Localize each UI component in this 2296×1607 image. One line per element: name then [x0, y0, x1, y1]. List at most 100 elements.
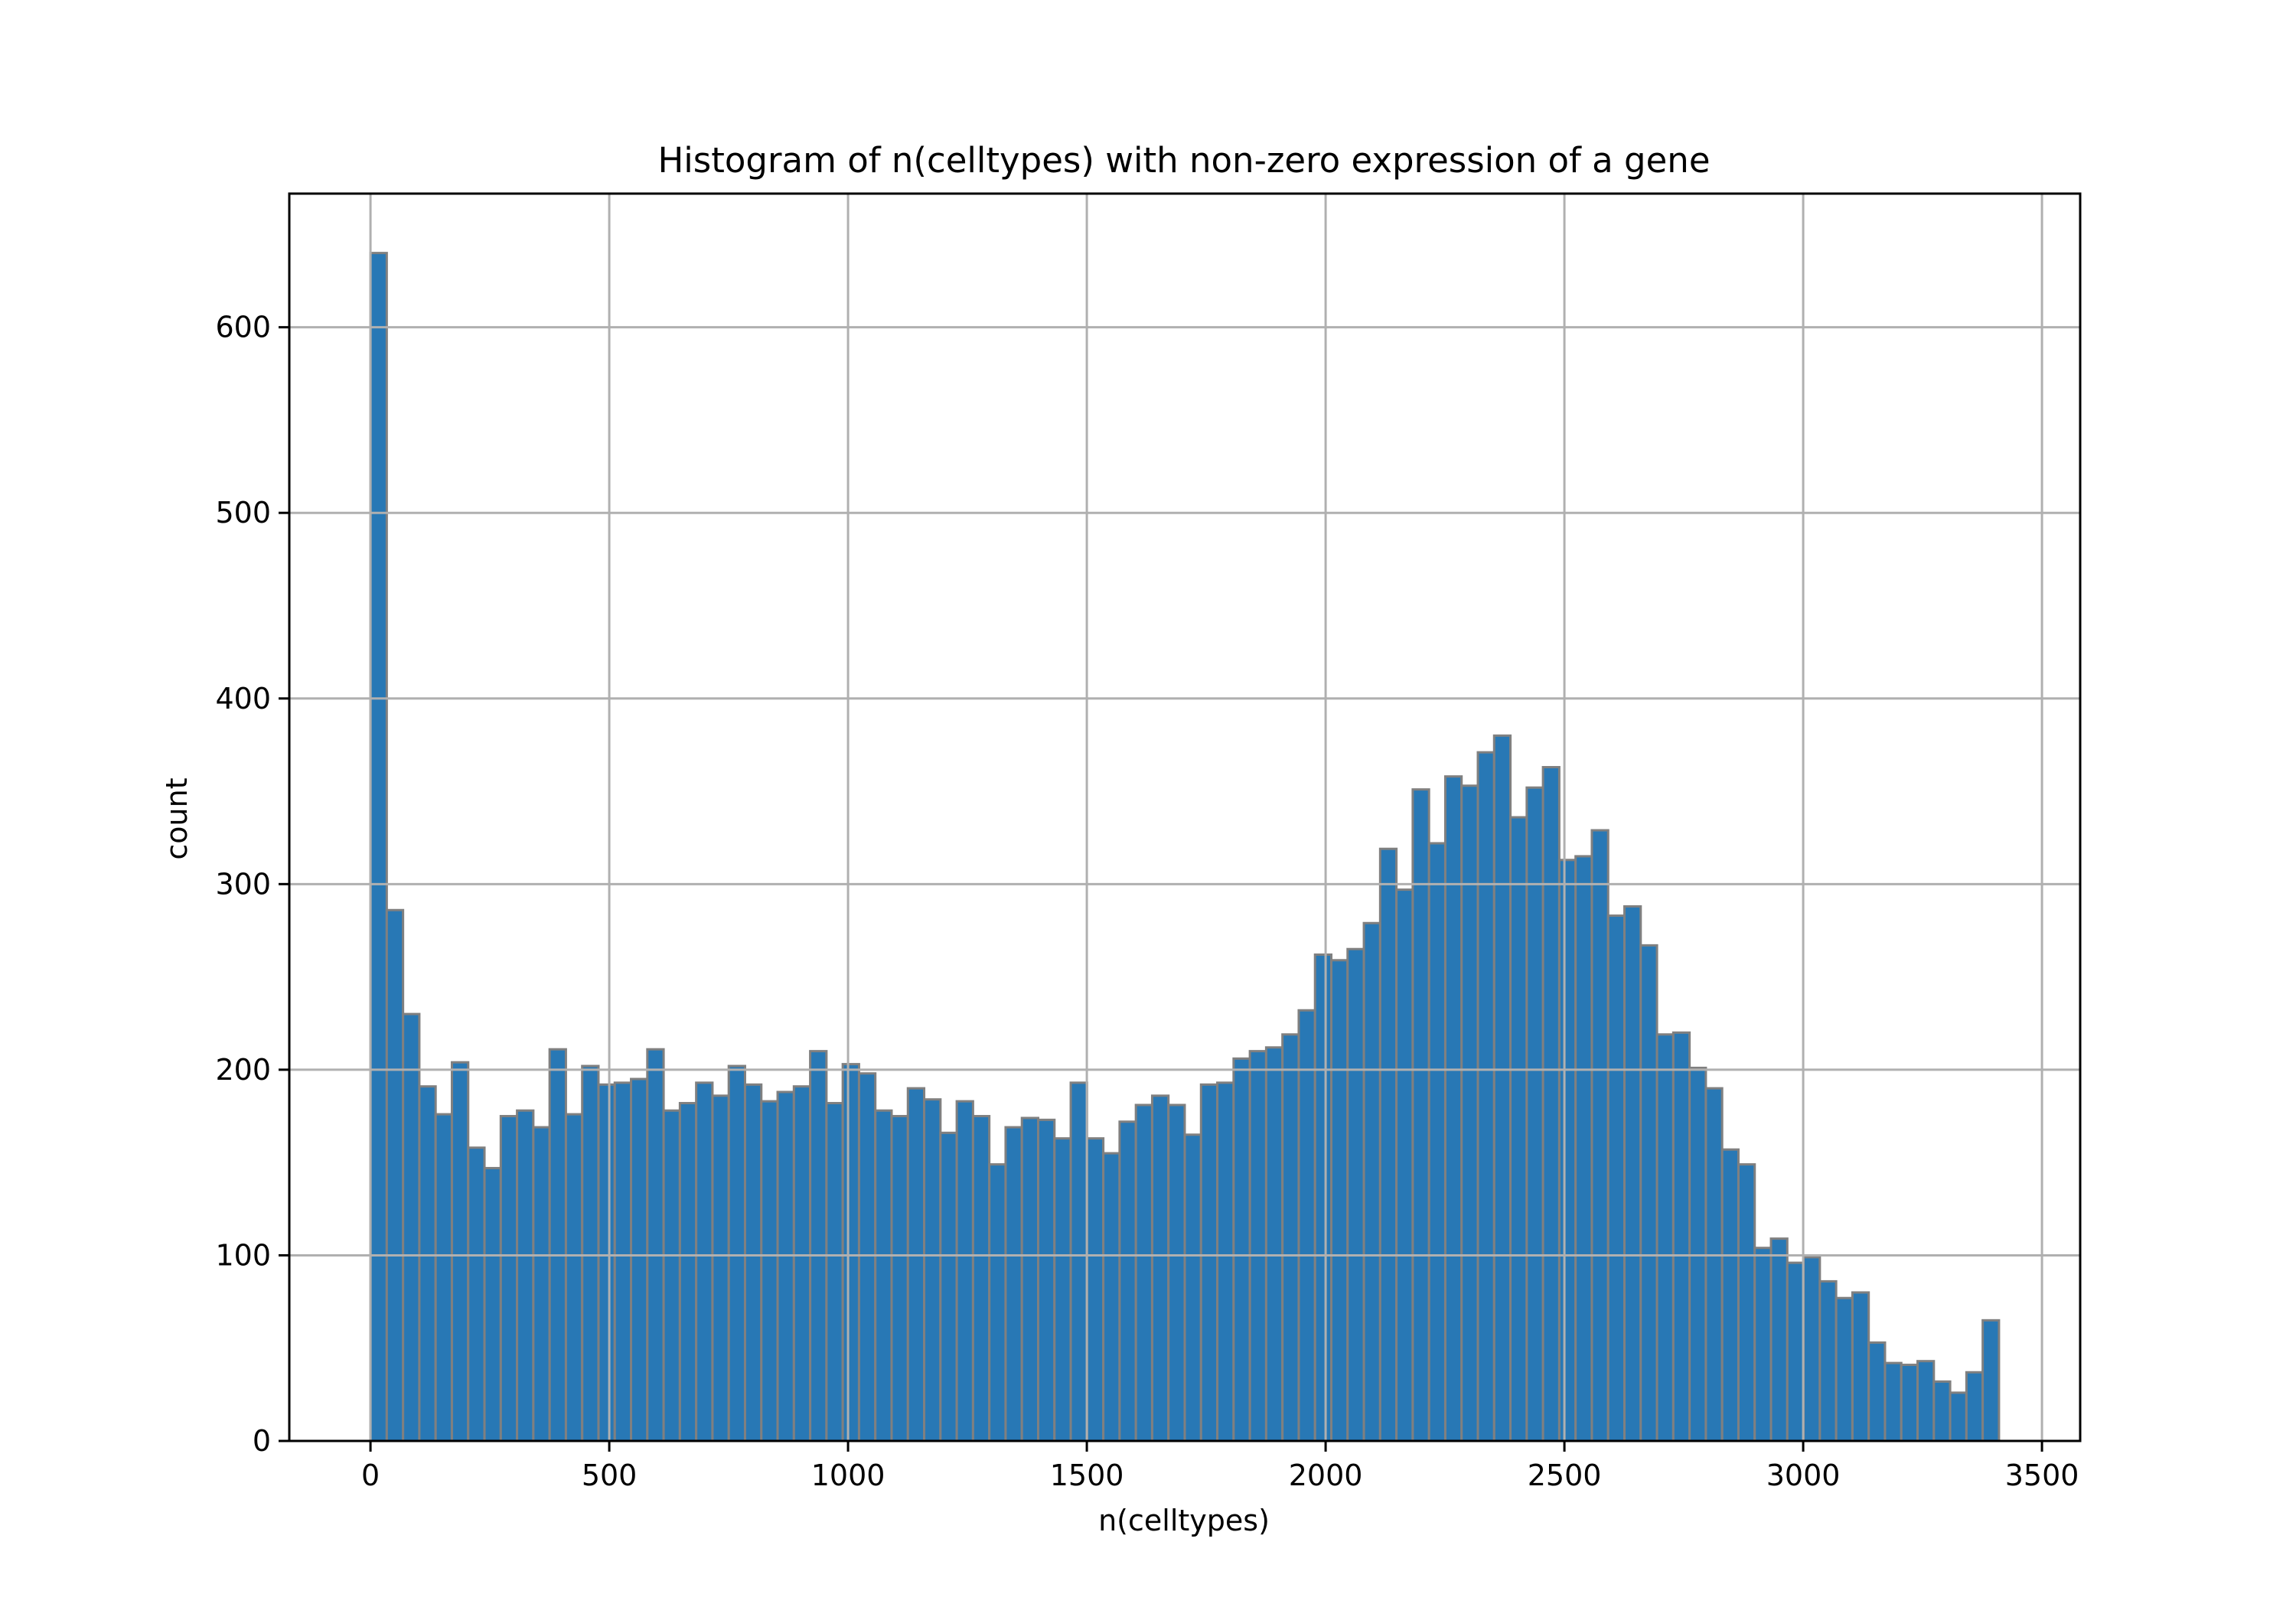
histogram-bar: [564, 1113, 584, 1442]
x-tick-label: 3500: [2005, 1459, 2079, 1492]
histogram-bar: [1085, 1137, 1105, 1442]
histogram-bar: [1720, 1148, 1740, 1442]
histogram-bar: [483, 1166, 502, 1442]
histogram-bar: [548, 1048, 567, 1442]
histogram-bar: [1232, 1057, 1251, 1442]
histogram-bar: [1509, 816, 1528, 1442]
histogram-bar: [792, 1085, 812, 1442]
histogram-bar: [939, 1131, 958, 1442]
histogram-bar: [385, 908, 405, 1442]
histogram-bar: [1981, 1319, 2001, 1442]
histogram-bar: [369, 252, 388, 1442]
y-tick-label: 400: [215, 682, 271, 715]
y-tick-label: 300: [215, 867, 271, 901]
histogram-bar: [1965, 1371, 1985, 1442]
histogram-bar: [1411, 788, 1430, 1442]
histogram-bar: [1167, 1103, 1186, 1442]
plot-frame: [288, 192, 2082, 1442]
histogram-bar: [402, 1012, 421, 1442]
histogram-bar: [1786, 1261, 1805, 1442]
histogram-bar: [1932, 1380, 1952, 1442]
histogram-bar: [825, 1102, 844, 1442]
histogram-bar: [1557, 859, 1577, 1442]
histogram-bar: [1362, 921, 1381, 1442]
histogram-bar: [1492, 734, 1512, 1442]
histogram-bar: [613, 1081, 633, 1442]
histogram-bar: [923, 1098, 942, 1442]
histogram-bar: [1134, 1103, 1153, 1442]
histogram-bar: [1949, 1391, 1968, 1442]
histogram-bar: [906, 1087, 926, 1442]
histogram-bar: [1297, 1009, 1316, 1442]
histogram-bar: [1590, 829, 1609, 1442]
histogram-bar: [1102, 1152, 1121, 1442]
histogram-bar: [857, 1072, 877, 1442]
histogram-bar: [1737, 1163, 1756, 1442]
histogram-bar: [1851, 1291, 1870, 1442]
histogram-bar: [1883, 1361, 1903, 1442]
x-tick-label: 2500: [1528, 1459, 1602, 1492]
histogram-bar: [1150, 1094, 1170, 1442]
histogram-bar: [1655, 1033, 1675, 1442]
y-tick-label: 100: [215, 1238, 271, 1272]
histogram-bar: [1704, 1087, 1724, 1442]
histogram-bar: [1606, 914, 1626, 1442]
histogram-bar: [1248, 1050, 1267, 1442]
histogram-bar: [1378, 847, 1398, 1442]
histogram-bar: [662, 1109, 681, 1442]
histogram-bar: [1525, 786, 1544, 1442]
histogram-bar: [1346, 947, 1365, 1442]
histogram-bar: [1264, 1046, 1284, 1442]
histogram-bar: [874, 1109, 893, 1442]
histogram-bar: [1541, 766, 1561, 1442]
y-tick-label: 500: [215, 496, 271, 530]
x-tick-label: 1500: [1050, 1459, 1124, 1492]
histogram-bar: [1802, 1256, 1821, 1442]
histogram-bar: [1053, 1137, 1072, 1442]
y-tick-label: 600: [215, 311, 271, 344]
histogram-bar: [809, 1050, 828, 1442]
histogram-bar: [532, 1126, 551, 1442]
histogram-bar: [678, 1102, 698, 1442]
histogram-bar: [743, 1083, 763, 1442]
histogram-bar: [711, 1094, 730, 1442]
histogram-bar: [1281, 1033, 1300, 1442]
histogram-bar: [499, 1115, 519, 1442]
histogram-bar: [434, 1113, 453, 1442]
histogram-bar: [1753, 1247, 1773, 1442]
histogram-bar: [1330, 959, 1349, 1442]
histogram-bar: [1818, 1279, 1838, 1442]
histogram-bar: [1036, 1118, 1056, 1442]
histogram-bar: [1118, 1120, 1137, 1442]
x-tick-label: 0: [361, 1459, 380, 1492]
x-tick-label: 2000: [1289, 1459, 1363, 1492]
histogram-bar: [418, 1085, 437, 1442]
histogram-bar: [955, 1100, 974, 1442]
histogram-bar: [1443, 775, 1463, 1442]
histogram-bar: [1427, 842, 1446, 1442]
histogram-bar: [581, 1064, 600, 1442]
x-axis-title: n(celltypes): [1098, 1504, 1270, 1537]
histogram-bar: [1900, 1364, 1919, 1442]
histogram-bar: [1574, 855, 1593, 1442]
x-tick-label: 1000: [811, 1459, 885, 1492]
histogram-bar: [450, 1061, 470, 1442]
histogram-bar: [1069, 1081, 1088, 1442]
histogram-bar: [1183, 1133, 1202, 1442]
y-axis-title: count: [160, 777, 194, 859]
histogram-bar: [1020, 1116, 1039, 1442]
histogram-bar: [1395, 888, 1414, 1442]
histogram-bar: [776, 1090, 795, 1442]
histogram-bar: [760, 1100, 779, 1442]
histogram-bar: [1199, 1083, 1219, 1442]
histogram-bar: [467, 1146, 486, 1442]
histogram-bar: [1835, 1296, 1854, 1442]
histogram-bar: [1916, 1360, 1936, 1442]
chart-title: Histogram of n(celltypes) with non-zero …: [657, 140, 1710, 181]
histogram-bar: [1623, 905, 1642, 1442]
histogram-bar: [890, 1115, 909, 1442]
histogram-bar: [630, 1077, 649, 1442]
x-tick-label: 3000: [1766, 1459, 1841, 1492]
histogram-bar: [695, 1081, 714, 1442]
